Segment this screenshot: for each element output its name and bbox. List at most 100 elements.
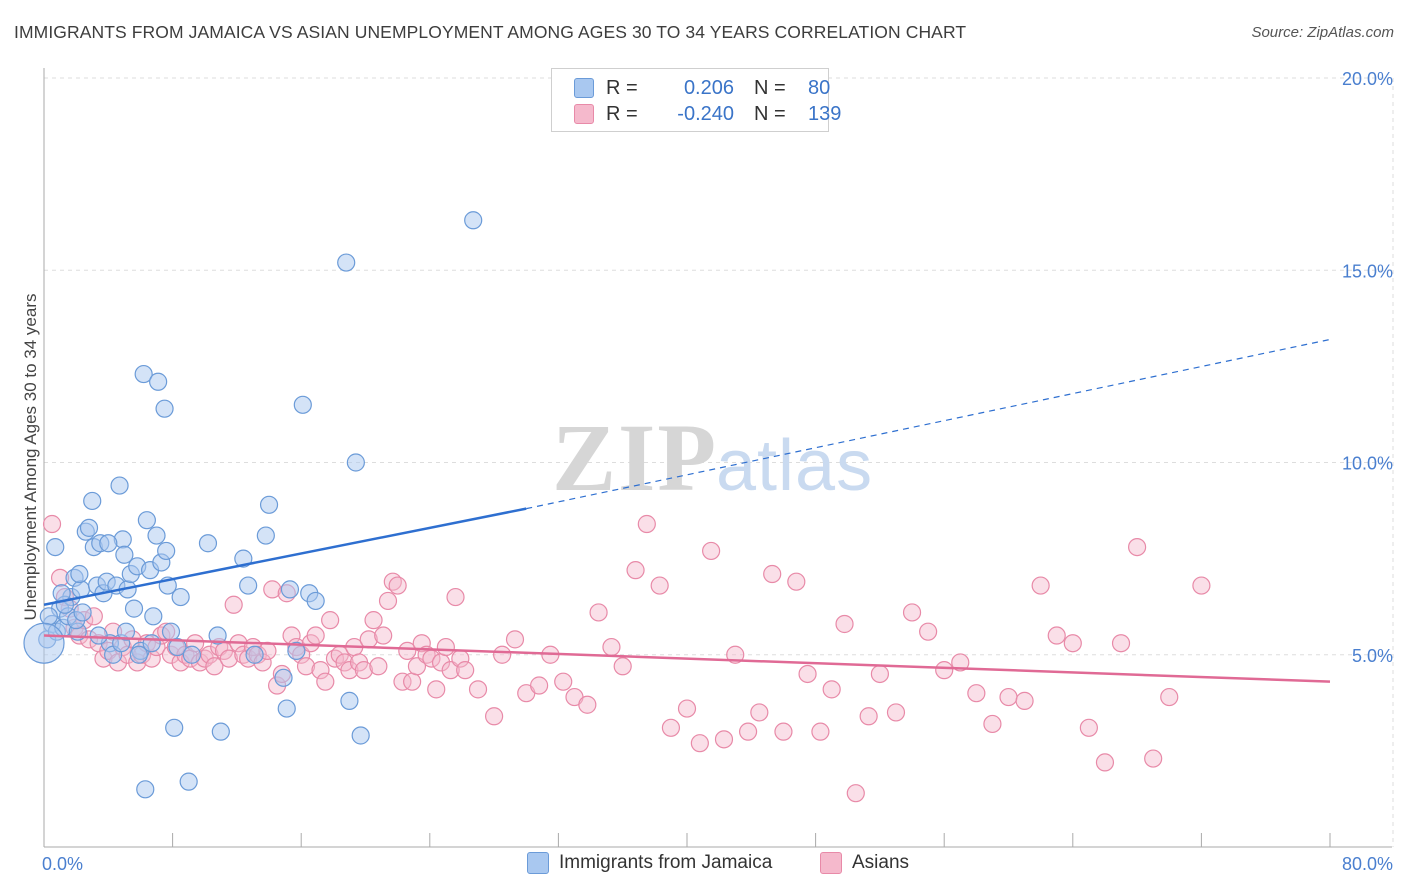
jamaica-point (144, 607, 163, 626)
asians-point (714, 730, 734, 749)
jamaica-point (280, 580, 300, 599)
jamaica-point (110, 476, 129, 495)
asians-point (822, 680, 841, 699)
asians-point (554, 672, 573, 691)
x-tick-label: 80.0% (1342, 854, 1393, 874)
jamaica-point (137, 511, 156, 530)
asians-point (902, 603, 922, 622)
asians-point (493, 645, 512, 664)
asians-point (530, 676, 549, 695)
asians-point (1144, 749, 1163, 768)
asians-point (316, 672, 335, 691)
legend-n-value: 80 (808, 76, 831, 99)
jamaica-point (293, 395, 312, 414)
jamaica-point (73, 603, 92, 622)
asians-point (983, 714, 1002, 734)
asians-point (763, 564, 782, 584)
jamaica-point (179, 772, 198, 791)
asians-point (690, 734, 709, 753)
asians-point (951, 653, 970, 672)
asians-point (468, 680, 488, 699)
jamaica-point (208, 626, 227, 645)
asians-point (311, 661, 330, 680)
asians-point (296, 657, 316, 676)
asians-point (1015, 691, 1034, 710)
jamaica-swatch-icon (574, 78, 594, 98)
legend-row-asians: R = -0.240 N = 139 (574, 102, 841, 126)
asians-point (374, 626, 393, 645)
jamaica-point (351, 726, 370, 745)
chart-title: IMMIGRANTS FROM JAMAICA VS ASIAN UNEMPLO… (14, 22, 967, 42)
asians-point (859, 707, 878, 726)
jamaica-point (182, 645, 201, 664)
trend-lines (43, 338, 1331, 683)
y-axis-label: Unemployment Among Ages 30 to 34 years (21, 294, 40, 621)
asians-point (613, 657, 632, 676)
jamaica-point (239, 576, 258, 595)
asians-point (219, 649, 238, 668)
asians-point (637, 514, 656, 534)
asians-point (811, 722, 830, 741)
asians-point (1095, 753, 1115, 772)
watermark-zip: ZIP (552, 404, 718, 511)
jamaica-point (23, 622, 65, 664)
asians-point (505, 630, 525, 649)
jamaica-point (274, 668, 293, 687)
jamaica-point (340, 691, 359, 710)
jamaica-point (115, 545, 134, 564)
legend-r-label: R = (606, 102, 638, 125)
jamaica-point (306, 591, 325, 611)
asians-point (1192, 576, 1211, 595)
asians-point (1111, 634, 1131, 653)
jamaica-point (79, 518, 99, 537)
asians-point (677, 699, 697, 718)
y-tick-label: 20.0% (1342, 69, 1393, 89)
asians-point (1063, 634, 1082, 653)
y-tick-label: 5.0% (1352, 646, 1393, 666)
jamaica-point (211, 722, 230, 741)
asians-point (750, 703, 769, 722)
asians-point (378, 591, 398, 611)
jamaica-point (161, 622, 181, 641)
jamaica-point (171, 587, 190, 607)
jamaica-point (89, 626, 108, 645)
jamaica-point (147, 526, 166, 545)
asians-point (661, 718, 681, 737)
jamaica-points (23, 211, 483, 799)
asians-points (42, 514, 1211, 803)
jamaica-point (234, 549, 253, 568)
legend-r-value: 0.206 (683, 76, 734, 99)
jamaica-point (70, 564, 89, 584)
jamaica-point (155, 399, 174, 418)
asians-point (200, 645, 219, 664)
jamaica-point (165, 718, 184, 737)
asians-point (427, 680, 446, 699)
asians-point (340, 661, 359, 680)
asians-point (1160, 687, 1179, 707)
x-tick-label: 0.0% (42, 854, 83, 874)
legend-label-jamaica: Immigrants from Jamaica (559, 852, 773, 873)
asians-point (602, 637, 621, 657)
asians-point (870, 664, 890, 684)
asians-point (403, 672, 422, 691)
jamaica-point (287, 641, 306, 661)
legend-n-label: N = (754, 102, 786, 125)
jamaica-point (46, 537, 65, 557)
asians-point (967, 684, 986, 703)
legend-n-label: N = (754, 76, 786, 99)
axes (43, 68, 1392, 848)
y-tick-label: 10.0% (1342, 454, 1393, 474)
legend-label-asians: Asians (852, 852, 910, 873)
watermark-atlas: atlas (716, 426, 873, 506)
jamaica-point (134, 364, 153, 384)
jamaica-legend-icon (527, 852, 549, 874)
asians-point (364, 611, 383, 630)
asians-point (650, 576, 669, 595)
asians-point (1047, 626, 1066, 645)
asians-point (578, 695, 597, 714)
asians-point (919, 622, 938, 641)
jamaica-point (136, 780, 155, 799)
jamaica-point (245, 645, 264, 664)
asians-point (626, 561, 645, 580)
